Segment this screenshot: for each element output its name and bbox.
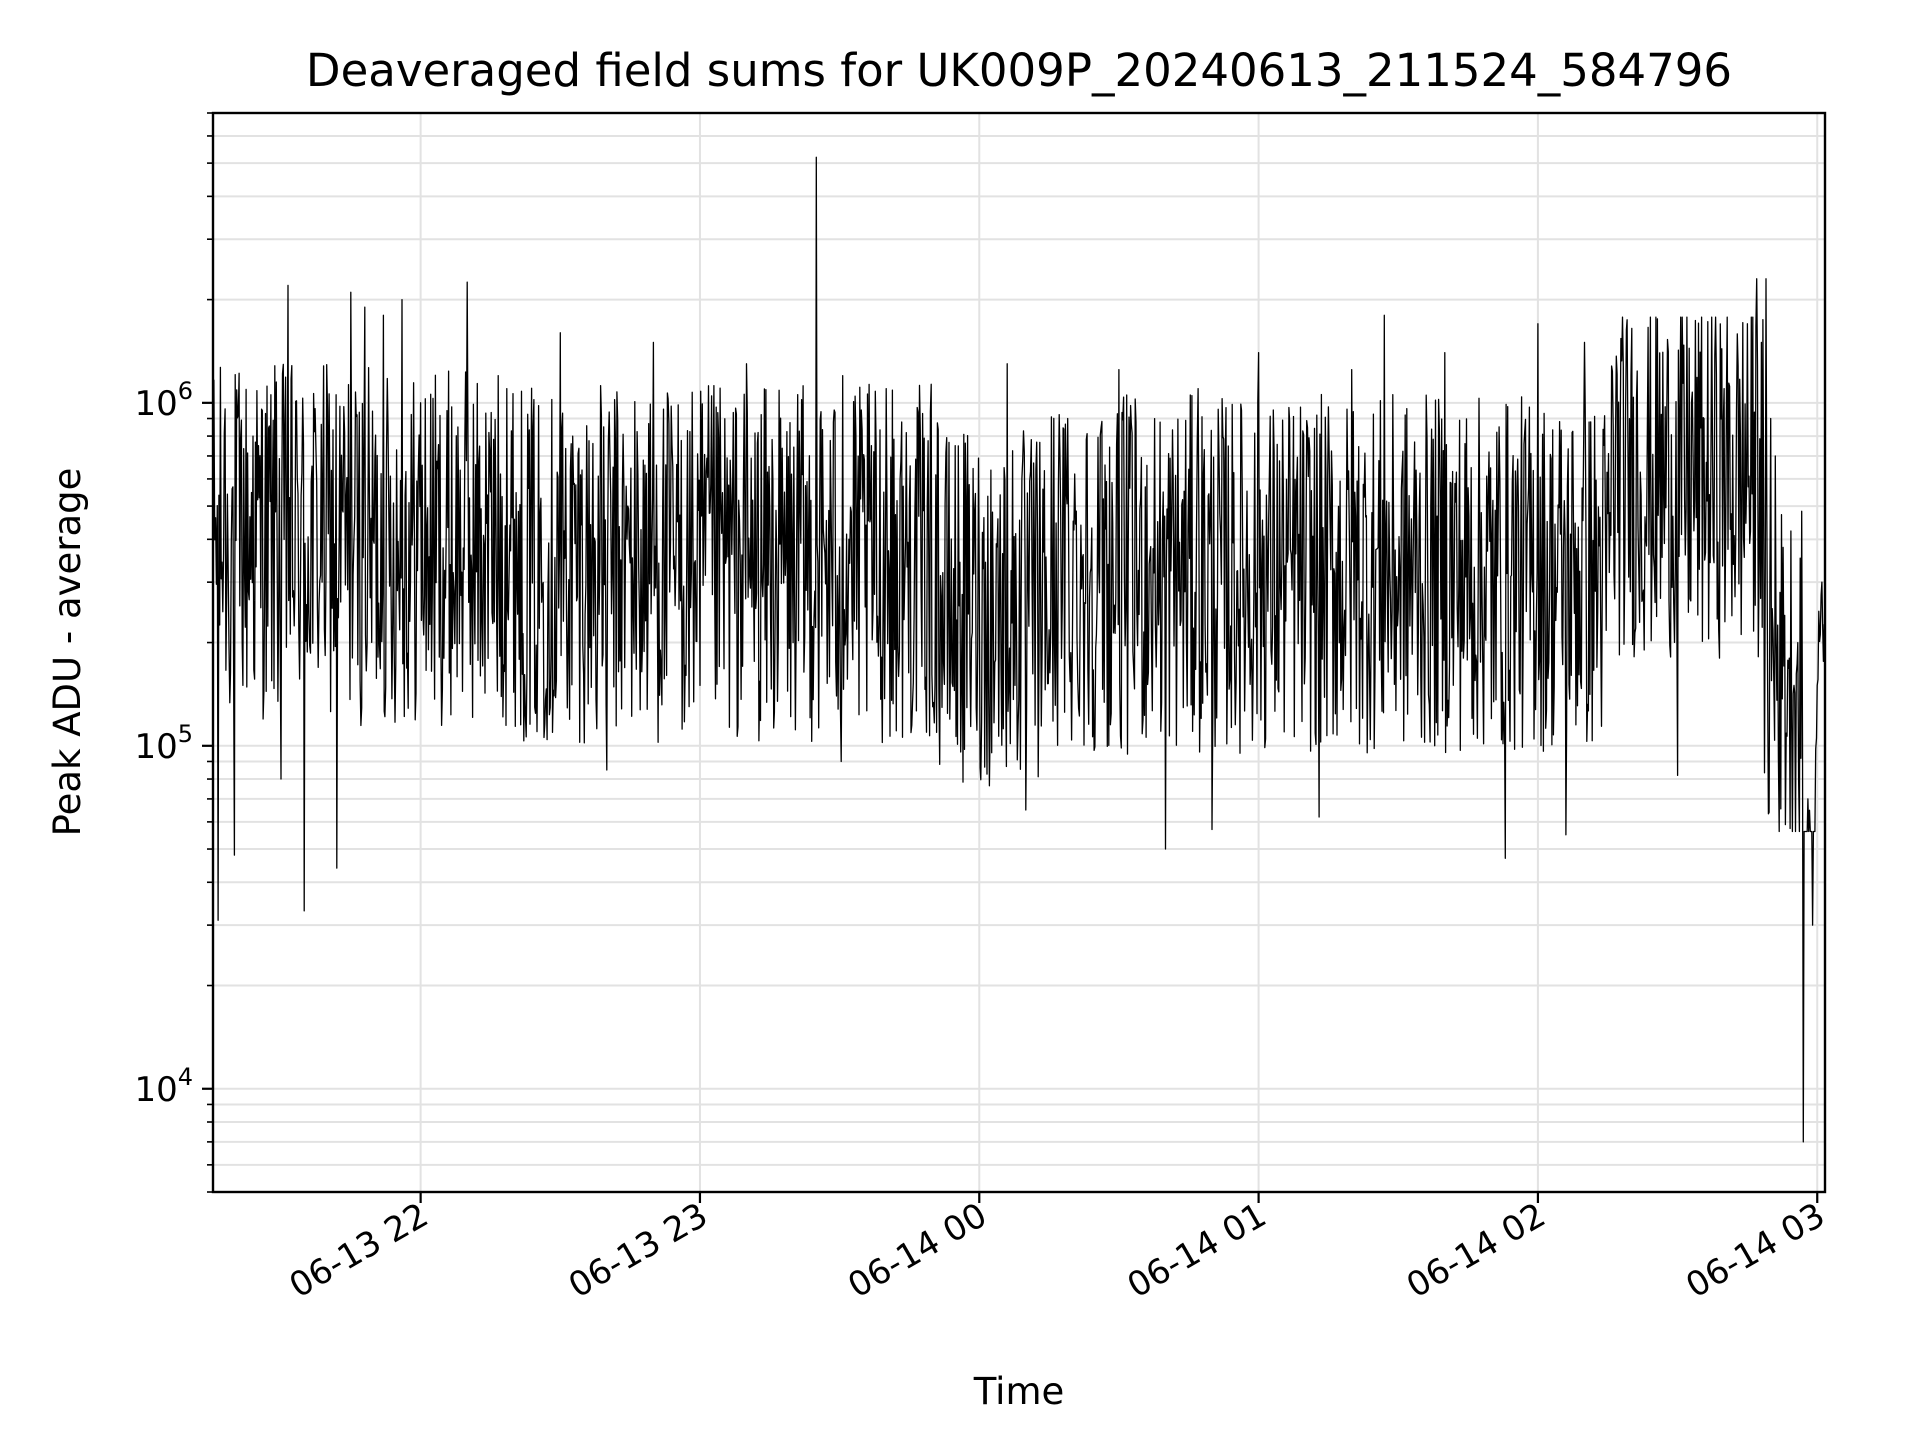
y-tick-label: 106 (134, 377, 193, 424)
y-tick-base: 10 (134, 727, 177, 767)
series-line (212, 156, 1826, 1143)
x-axis-label: Time (973, 1370, 1065, 1413)
y-tick-label: 105 (134, 720, 193, 767)
y-tick-exponent: 5 (178, 720, 193, 748)
y-tick-base: 10 (134, 1070, 177, 1110)
y-tick-label: 104 (134, 1063, 193, 1110)
plot-frame (211, 111, 1827, 1194)
chart-title: Deaveraged field sums for UK009P_2024061… (306, 44, 1732, 97)
y-tick-exponent: 6 (178, 377, 193, 405)
grid (213, 112, 1825, 1193)
y-axis-label: Peak ADU - average (46, 468, 89, 837)
y-tick-exponent: 4 (178, 1063, 193, 1091)
y-tick-base: 10 (134, 384, 177, 424)
